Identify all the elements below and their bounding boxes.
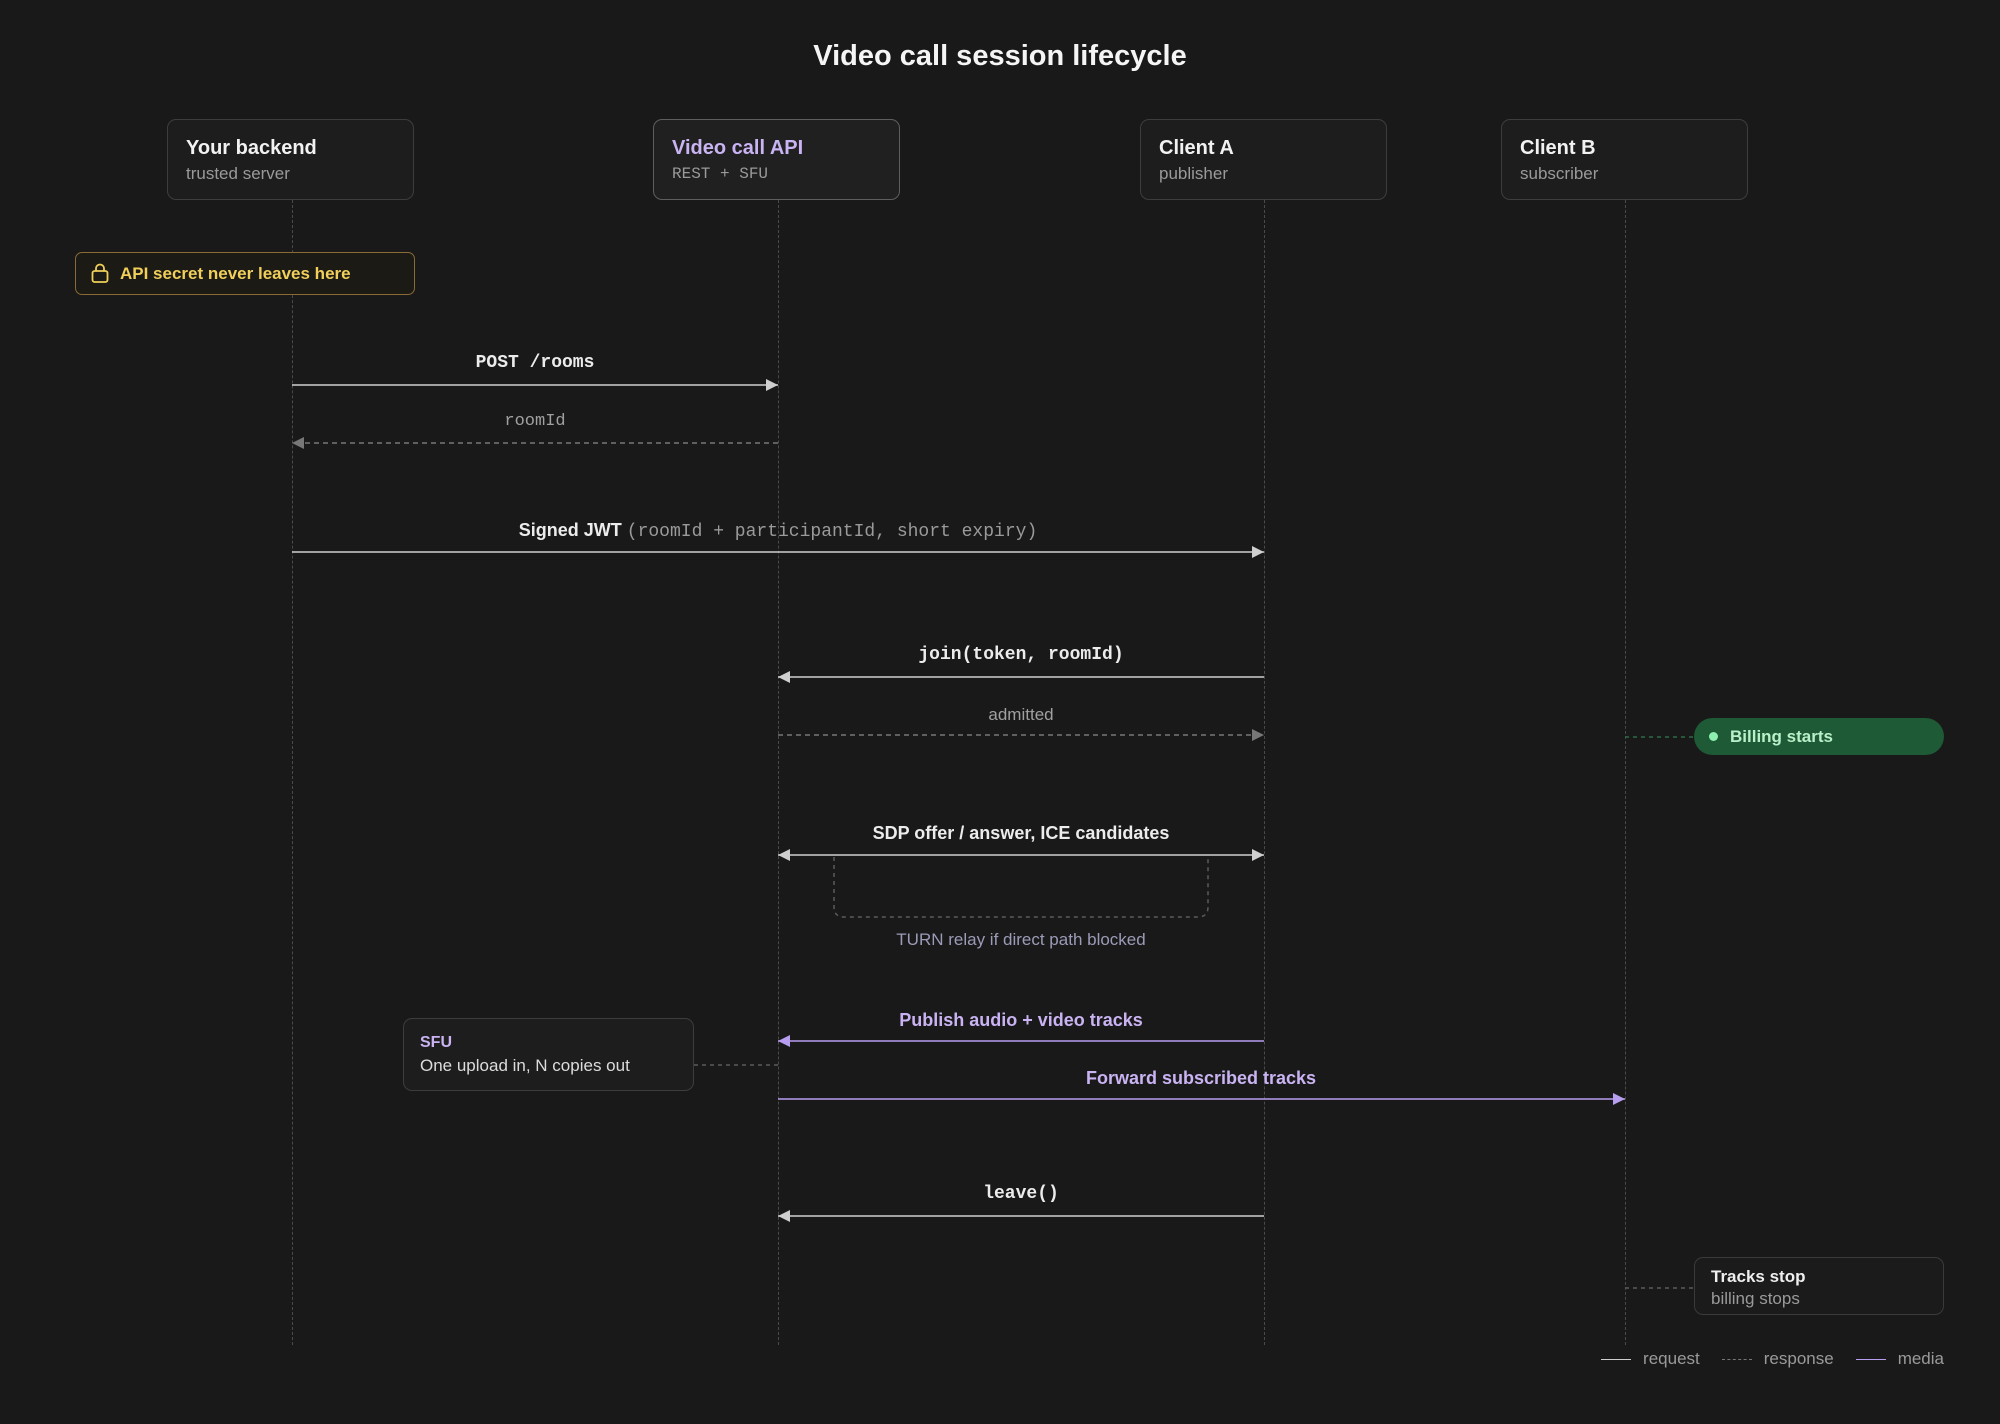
lifeline-video-call-api [778, 200, 779, 1345]
msg-publish: Publish audio + video tracks [899, 1010, 1143, 1030]
actor-name: Your backend [186, 137, 317, 159]
actor-name: Client A [1159, 137, 1234, 159]
lock-icon [91, 263, 109, 283]
status-dot-icon [1709, 732, 1718, 741]
legend-label-media: media [1897, 1349, 1944, 1368]
legend-item-response: response [1721, 1349, 1834, 1369]
actor-name: Video call API [672, 137, 804, 159]
turn-relay-note: TURN relay if direct path blocked [896, 930, 1146, 949]
sfu-note-description: One upload in, N copies out [420, 1056, 630, 1075]
msg-admitted: admitted [988, 705, 1054, 724]
legend-item-request: request [1601, 1349, 1700, 1369]
legend-label-request: request [1643, 1349, 1700, 1368]
turn-relay-bracket [833, 857, 1209, 918]
diagram-title: Video call session lifecycle [813, 40, 1187, 72]
actor-subtitle: subscriber [1520, 164, 1599, 183]
msg-sdp: SDP offer / answer, ICE candidates [872, 823, 1170, 843]
tracks-stop-note: Tracks stop billing stops [1694, 1257, 1944, 1315]
msg-signed-jwt-label: Signed JWT [518, 520, 622, 540]
billing-starts-text: Billing starts [1730, 727, 1833, 746]
msg-signed-jwt-detail: (roomId + participantId, short expiry) [626, 522, 1038, 542]
actor-your-backend: Your backend trusted server [167, 119, 414, 200]
legend-swatch-request [1601, 1358, 1632, 1360]
legend-swatch-media [1855, 1358, 1886, 1360]
sfu-note: SFU One upload in, N copies out [403, 1018, 694, 1091]
msg-leave: leave() [983, 1184, 1059, 1204]
legend: request response media [1579, 1347, 1944, 1371]
actor-subtitle: trusted server [186, 164, 290, 183]
actor-client-a: Client A publisher [1140, 119, 1387, 200]
msg-signed-jwt: Signed JWT (roomId + participantId, shor… [519, 518, 1037, 544]
actor-subtitle: REST + SFU [672, 165, 769, 183]
msg-post-rooms: POST /rooms [475, 353, 595, 373]
actor-client-b: Client B subscriber [1501, 119, 1748, 200]
actor-name: Client B [1520, 137, 1596, 159]
legend-label-response: response [1763, 1349, 1834, 1368]
msg-room-id: roomId [504, 412, 566, 431]
actor-video-call-api: Video call API REST + SFU [653, 119, 900, 200]
sfu-note-title: SFU [420, 1034, 452, 1051]
msg-join: join(token, roomId) [918, 645, 1124, 665]
lifeline-client-a [1264, 200, 1265, 1345]
actor-subtitle: publisher [1159, 164, 1228, 183]
tracks-stop-title: Tracks stop [1711, 1267, 1806, 1286]
lifeline-backend [292, 200, 293, 1345]
billing-starts-badge: Billing starts [1694, 718, 1944, 755]
tracks-stop-subtitle: billing stops [1711, 1289, 1800, 1308]
secret-note-text: API secret never leaves here [120, 264, 351, 283]
msg-forward: Forward subscribed tracks [1085, 1068, 1317, 1088]
legend-item-media: media [1855, 1349, 1944, 1369]
secret-note: API secret never leaves here [75, 252, 415, 295]
legend-swatch-response [1721, 1358, 1752, 1360]
lifeline-client-b [1625, 200, 1626, 1345]
